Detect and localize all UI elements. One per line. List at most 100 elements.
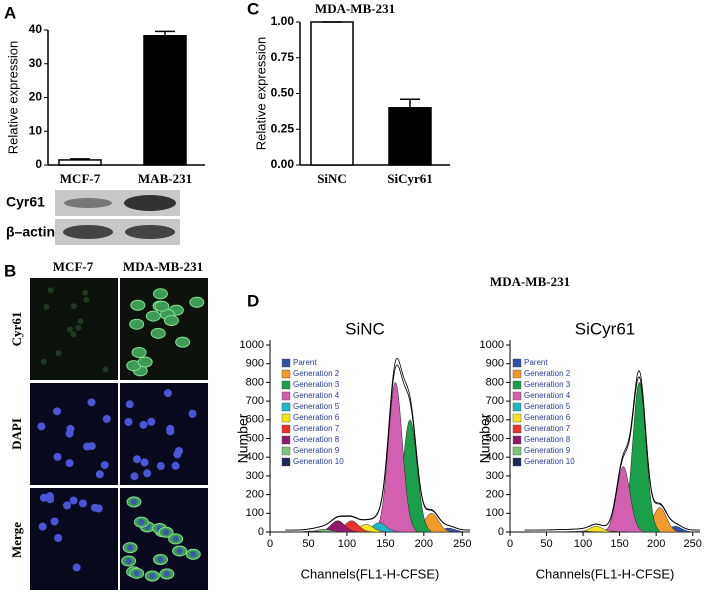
x-tick-label: 50 — [302, 538, 314, 550]
bar — [388, 107, 432, 166]
panel-title: MDA-MB-231 — [490, 274, 570, 289]
legend-label: Generation 3 — [293, 380, 340, 389]
cell — [66, 326, 73, 333]
x-tick-label: 250 — [453, 538, 471, 550]
y-tick-label: 40 — [29, 22, 43, 36]
nucleus — [87, 442, 96, 451]
panel-label: C — [247, 0, 259, 18]
chart-title: SiCyr61 — [575, 319, 635, 338]
nucleus — [63, 501, 72, 510]
nucleus — [87, 398, 96, 407]
legend-swatch — [512, 413, 522, 423]
nucleus — [45, 492, 54, 501]
x-tick-label: 150 — [376, 538, 394, 550]
nucleus — [130, 472, 139, 481]
x-tick-label: 0 — [267, 538, 273, 550]
x-tick-label: 250 — [684, 538, 702, 550]
nucleus — [176, 547, 183, 554]
bar — [143, 34, 187, 166]
nucleus — [95, 470, 104, 479]
legend-label: Generation 6 — [293, 413, 340, 422]
legend-swatch — [512, 446, 522, 456]
generation-peak — [374, 382, 417, 533]
legend-swatch — [512, 380, 522, 390]
y-axis-label: Number — [235, 413, 251, 463]
y-tick-label: 300 — [246, 470, 264, 482]
blot-band — [64, 198, 112, 208]
legend-label: Generation 2 — [293, 369, 340, 378]
fit-outline — [524, 370, 701, 531]
panel-label: A — [4, 3, 16, 22]
x-tick-label: SiNC — [317, 171, 347, 186]
x-tick-label: 0 — [507, 538, 513, 550]
cell — [154, 300, 170, 312]
cell — [55, 350, 62, 357]
legend-label: Generation 8 — [293, 435, 340, 444]
cell — [70, 303, 77, 310]
cell — [137, 356, 153, 368]
legend-swatch — [281, 380, 291, 390]
legend-swatch — [512, 435, 522, 445]
western-blot — [55, 190, 180, 245]
nucleus — [188, 409, 197, 418]
y-tick-label: 700 — [486, 395, 504, 407]
x-axis-label: Channels(FL1-H-CFSE) — [536, 566, 675, 581]
cell — [83, 296, 90, 303]
micrograph-panel — [120, 383, 208, 485]
chart-title: MDA-MB-231 — [315, 1, 395, 16]
nucleus — [147, 417, 156, 426]
nucleus — [143, 469, 152, 478]
cell — [130, 299, 146, 311]
legend-label: Generation 7 — [524, 424, 571, 433]
x-tick-label: MCF-7 — [60, 171, 101, 186]
nucleus — [133, 455, 142, 464]
y-tick-label: 100 — [246, 507, 264, 519]
y-tick-label: 500 — [486, 432, 504, 444]
nucleus — [53, 452, 62, 461]
cell — [150, 327, 166, 339]
nucleus — [163, 529, 170, 536]
nucleus — [163, 570, 170, 577]
micrograph-panel — [30, 488, 118, 590]
y-tick-label: 0.50 — [271, 86, 295, 100]
y-tick-label: 0 — [35, 157, 42, 171]
cell — [131, 346, 147, 358]
legend-swatch — [512, 358, 522, 368]
legend-swatch — [281, 369, 291, 379]
y-tick-label: 30 — [29, 56, 43, 70]
y-tick-label: 200 — [486, 489, 504, 501]
nucleus — [139, 420, 148, 429]
legend-swatch — [281, 391, 291, 401]
legend-swatch — [281, 457, 291, 467]
legend-swatch — [512, 391, 522, 401]
column-label: MCF-7 — [53, 259, 94, 274]
nucleus — [66, 424, 75, 433]
row-label: DAPI — [9, 418, 24, 450]
nucleus — [163, 389, 172, 398]
y-tick-label: 0.00 — [271, 157, 295, 171]
legend-swatch — [281, 435, 291, 445]
nucleus — [78, 499, 87, 508]
legend-label: Generation 5 — [293, 402, 340, 411]
legend-swatch — [512, 424, 522, 434]
legend-label: Generation 4 — [524, 391, 571, 400]
legend-label: Generation 9 — [293, 446, 340, 455]
legend-label: Generation 5 — [524, 402, 571, 411]
nucleus — [65, 459, 74, 468]
legend-label: Generation 6 — [524, 413, 571, 422]
legend-swatch — [281, 424, 291, 434]
nucleus — [190, 551, 197, 558]
y-tick-label: 10 — [29, 123, 43, 137]
legend-label: Generation 10 — [293, 457, 344, 466]
nucleus — [125, 400, 134, 409]
nucleus — [172, 535, 179, 542]
y-tick-label: 0 — [498, 526, 504, 538]
legend-swatch — [512, 457, 522, 467]
cell — [145, 310, 161, 322]
x-tick-label: 200 — [415, 538, 433, 550]
cell — [129, 318, 145, 330]
y-tick-label: 20 — [29, 90, 43, 104]
legend-label: Generation 4 — [293, 391, 340, 400]
nucleus — [149, 573, 156, 580]
y-tick-label: 300 — [486, 470, 504, 482]
